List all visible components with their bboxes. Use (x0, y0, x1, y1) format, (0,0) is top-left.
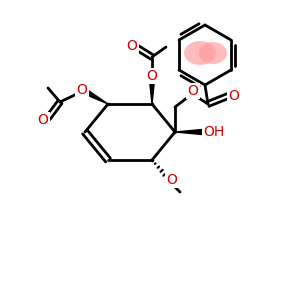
Text: OH: OH (203, 125, 225, 139)
Text: O: O (76, 83, 87, 97)
Text: O: O (147, 69, 158, 83)
Polygon shape (175, 130, 202, 134)
Ellipse shape (199, 42, 227, 64)
Polygon shape (85, 90, 108, 104)
Text: O: O (127, 39, 137, 53)
Text: O: O (167, 173, 177, 187)
Ellipse shape (184, 41, 216, 65)
Text: O: O (229, 89, 239, 103)
Text: O: O (38, 113, 48, 127)
Text: O: O (188, 84, 198, 98)
Polygon shape (149, 80, 154, 104)
